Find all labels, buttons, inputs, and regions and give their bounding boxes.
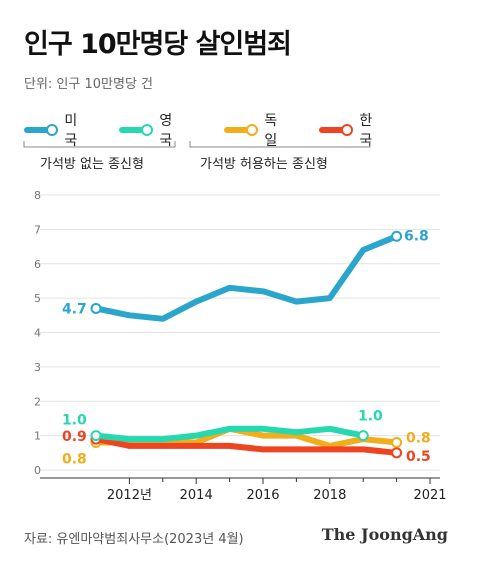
y-tick-label: 0 (34, 464, 41, 477)
series-line-germany (93, 425, 400, 449)
legend-swatch-korea (319, 124, 354, 136)
data-point-korea (391, 447, 403, 459)
legend-label-uk: 영국 (159, 113, 173, 149)
data-point-usa (90, 302, 102, 314)
x-tick-label: 2016 (246, 488, 279, 503)
series-layer (90, 230, 403, 459)
bracket-right (189, 141, 371, 148)
data-point-uk (357, 430, 369, 442)
legend-label-usa: 미국 (64, 113, 78, 149)
y-tick-label: 1 (34, 430, 41, 443)
chart-title: 인구 10만명당 살인범죄 (24, 29, 292, 60)
unit-label: 단위: 인구 10만명당 건 (24, 77, 153, 92)
start-label-usa: 4.7 (62, 301, 87, 317)
start-label-korea: 0.9 (62, 429, 87, 445)
series-line-usa (93, 233, 400, 322)
data-labels: 0.8 0.8 0.9 0.5 1.0 1.0 4.7 6.8 (62, 228, 431, 467)
x-tick-label: 2021 (413, 488, 446, 503)
x-tick-label: 2018 (313, 488, 346, 503)
x-tick-label: 2014 (180, 488, 213, 503)
legend-item-korea: 한국 (319, 110, 380, 150)
legend-item-germany: 독일 (224, 110, 285, 150)
legend-label-germany: 독일 (264, 113, 278, 149)
end-label-usa: 6.8 (404, 228, 429, 244)
y-tick-label: 5 (34, 292, 41, 305)
data-point-usa (391, 230, 403, 242)
end-label-germany: 0.8 (406, 431, 431, 447)
legend-item-usa: 미국 (24, 110, 85, 150)
x-axis: 2012년 2014 2016 2018 2021 (107, 478, 447, 503)
legend-swatch-germany (224, 124, 259, 136)
legend-label-korea: 한국 (359, 113, 373, 149)
group-label-parole: 가석방 허용하는 종신형 (200, 157, 328, 172)
y-axis: 0 1 2 3 4 5 6 7 8 (34, 189, 41, 477)
data-point-germany (391, 437, 403, 448)
x-tick-label: 2012년 (107, 488, 152, 503)
y-tick-label: 4 (34, 327, 41, 340)
start-label-uk: 1.0 (62, 413, 87, 429)
brand-logo: The JoongAng (321, 525, 448, 544)
legend-item-uk: 영국 (119, 110, 180, 150)
y-tick-label: 6 (34, 258, 41, 271)
series-line-korea (93, 436, 400, 456)
data-point-uk (90, 430, 102, 442)
bracket-left (23, 141, 176, 148)
y-tick-label: 2 (34, 395, 41, 408)
y-tick-label: 7 (34, 223, 41, 236)
end-label-uk: 1.0 (358, 409, 383, 425)
legend-swatch-uk (119, 124, 154, 136)
start-label-germany: 0.8 (62, 452, 87, 468)
y-tick-label: 3 (34, 361, 41, 374)
end-label-korea: 0.5 (406, 449, 431, 465)
source: 자료: 유엔마약범죄사무소(2023년 4월) (24, 532, 244, 547)
series-line-uk (93, 425, 367, 443)
legend-swatch-usa (24, 124, 59, 136)
y-tick-label: 8 (34, 189, 41, 202)
group-label-no-parole: 가석방 없는 종신형 (40, 157, 144, 172)
